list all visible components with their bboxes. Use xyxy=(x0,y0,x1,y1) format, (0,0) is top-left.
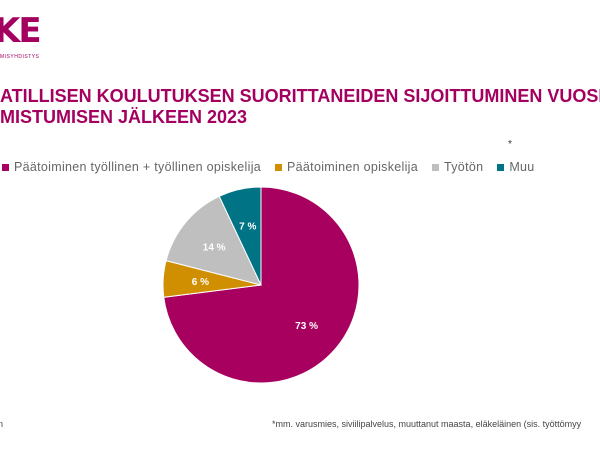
data-label: 73 % xyxy=(295,321,318,332)
legend-swatch xyxy=(275,163,283,171)
data-label: 14 % xyxy=(203,242,226,253)
legend-label: Muu xyxy=(509,160,535,174)
pie-slice xyxy=(165,195,262,286)
data-label: 6 % xyxy=(192,277,209,288)
legend-label: Päätoiminen opiskelija xyxy=(287,160,419,174)
legend-label: Päätoiminen työllinen + työllinen opiske… xyxy=(14,160,262,174)
logo: KE xyxy=(0,11,42,51)
legend-swatch xyxy=(497,163,505,171)
legend-item: Päätoiminen opiskelija xyxy=(275,160,418,174)
footnote-left: n xyxy=(0,419,4,429)
legend: Päätoiminen työllinen + työllinen opiske… xyxy=(2,160,535,174)
title-line-2: MISTUMISEN JÄLKEEN 2023 xyxy=(0,107,248,127)
data-label: 7 % xyxy=(239,222,256,233)
asterisk-note: * xyxy=(508,139,512,150)
legend-label: Työtön xyxy=(444,160,484,174)
legend-item: Työtön xyxy=(432,160,483,174)
legend-item: Päätoiminen työllinen + työllinen opiske… xyxy=(2,160,261,174)
logo-tagline: MISYHDISTYS xyxy=(0,54,40,60)
legend-item: Muu xyxy=(497,160,534,174)
legend-swatch xyxy=(432,163,440,171)
pie-slice xyxy=(218,186,262,286)
footnote: *mm. varusmies, siviilipalvelus, muuttan… xyxy=(272,419,582,429)
title-line-1: ATILLISEN KOULUTUKSEN SUORITTANEIDEN SIJ… xyxy=(0,86,600,106)
legend-swatch xyxy=(2,163,9,171)
chart-title: ATILLISEN KOULUTUKSEN SUORITTANEIDEN SIJ… xyxy=(0,86,600,128)
